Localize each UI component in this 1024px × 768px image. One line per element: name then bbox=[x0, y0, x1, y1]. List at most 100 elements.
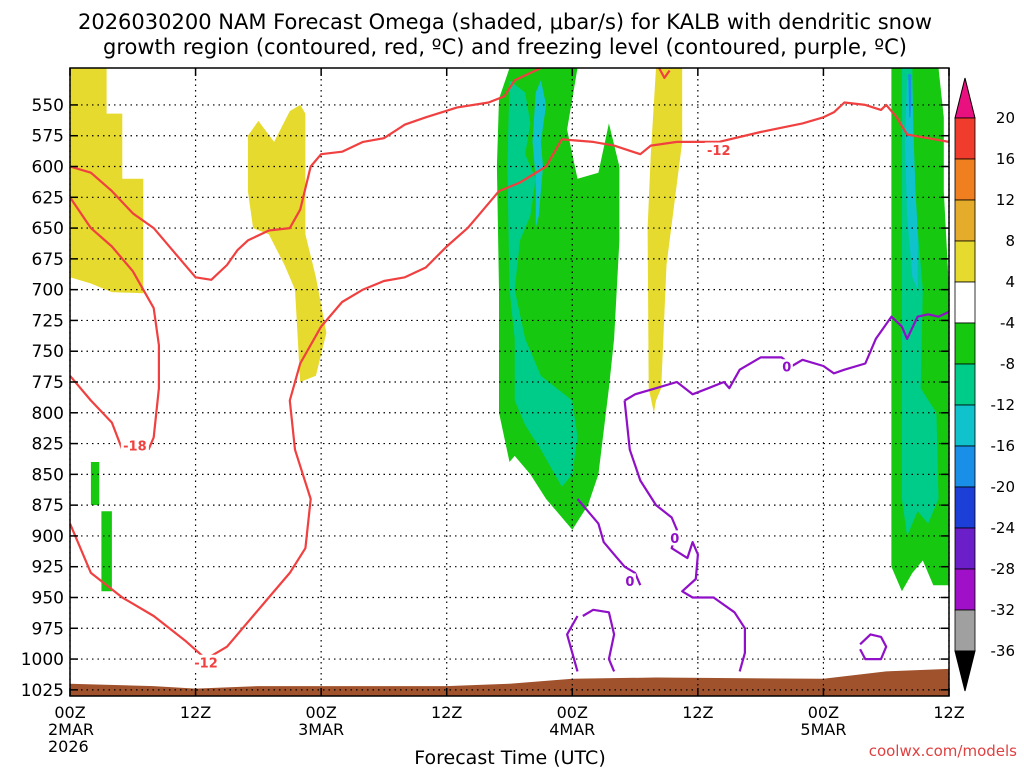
colorbar-label: -8 bbox=[1000, 355, 1015, 373]
colorbar-label: 8 bbox=[1005, 232, 1015, 250]
freezing-contour-3 bbox=[582, 608, 616, 672]
dgz-contour-4 bbox=[658, 68, 671, 80]
contour-label: 0 bbox=[782, 361, 791, 376]
contour-label: -12 bbox=[707, 144, 731, 159]
chart-title-line-2: growth region (contoured, red, ºC) and f… bbox=[103, 35, 907, 59]
y-tick-label: 800 bbox=[32, 404, 64, 424]
colorbar-label: -32 bbox=[991, 601, 1016, 619]
y-tick-label: 1025 bbox=[21, 681, 64, 701]
freezing-contour-5 bbox=[859, 633, 888, 661]
y-tick-label: 775 bbox=[32, 373, 64, 393]
x-tick-label: 12Z bbox=[682, 703, 713, 722]
omega-region-9 bbox=[905, 80, 918, 290]
y-axis: 550 575 600 625 650 675 700 725 750 775 800 825 850 8… bbox=[21, 96, 949, 701]
y-tick-label: 900 bbox=[32, 527, 64, 547]
omega-region-2 bbox=[647, 68, 683, 413]
colorbar-swatch bbox=[954, 117, 976, 160]
colorbar-swatch bbox=[954, 158, 976, 201]
colorbar-swatch bbox=[954, 568, 976, 611]
y-tick-label: 625 bbox=[32, 188, 64, 208]
ground-layer bbox=[70, 668, 949, 696]
x-tick-label: 3MAR bbox=[298, 720, 344, 739]
contour-labels: -18 -12 -12 0 0 0 bbox=[120, 142, 793, 671]
colorbar-swatch bbox=[954, 609, 976, 652]
colorbar-label: 12 bbox=[996, 191, 1015, 209]
omega-region-12 bbox=[101, 511, 112, 592]
y-tick-label: 750 bbox=[32, 342, 64, 362]
colorbar-label: -28 bbox=[991, 560, 1016, 578]
contour-label-bg bbox=[192, 654, 221, 670]
colorbar-label: -36 bbox=[991, 642, 1016, 660]
x-tick-label: 00Z bbox=[808, 703, 839, 722]
y-tick-label: 600 bbox=[32, 158, 64, 178]
x-tick-label: 12Z bbox=[180, 703, 211, 722]
x-tick-label: 00Z bbox=[54, 703, 85, 722]
contour-layer bbox=[70, 68, 949, 672]
colorbar-swatch bbox=[954, 240, 976, 283]
freezing-contour-1 bbox=[623, 400, 747, 672]
colorbar-swatch bbox=[954, 322, 976, 365]
x-tick-label: 5MAR bbox=[800, 720, 846, 739]
colorbar-swatch bbox=[954, 445, 976, 488]
y-tick-label: 725 bbox=[32, 311, 64, 331]
colorbar-swatch bbox=[954, 527, 976, 570]
contour-label: -12 bbox=[194, 656, 218, 671]
y-tick-label: 700 bbox=[32, 281, 64, 301]
source-credit: coolwx.com/models bbox=[869, 742, 1017, 760]
dgz-contour-1 bbox=[70, 196, 160, 451]
x-tick-label: 00Z bbox=[557, 703, 588, 722]
colorbar-label: 20 bbox=[996, 109, 1015, 127]
y-tick-label: 550 bbox=[32, 96, 64, 116]
y-tick-label: 925 bbox=[32, 558, 64, 578]
dgz-contour-0 bbox=[70, 68, 542, 281]
colorbar-label: -20 bbox=[991, 478, 1016, 496]
dgz-contour-3 bbox=[70, 101, 949, 661]
colorbar: 20 16 12 8 4 -4 -8 -12 -16 -20 -24 -28 -32 -36 bbox=[954, 77, 1016, 692]
omega-region-1 bbox=[247, 104, 327, 383]
colorbar-swatch bbox=[954, 486, 976, 529]
y-tick-label: 975 bbox=[32, 619, 64, 639]
colorbar-swatch bbox=[954, 199, 976, 242]
omega-region-4 bbox=[507, 80, 578, 487]
ground-fill bbox=[70, 668, 949, 696]
colorbar-swatch bbox=[954, 281, 976, 324]
colorbar-label: -12 bbox=[991, 396, 1016, 414]
contour-label-bg bbox=[704, 142, 733, 158]
omega-region-6 bbox=[537, 92, 544, 136]
omega-region-0 bbox=[70, 68, 144, 294]
colorbar-label: -4 bbox=[1000, 314, 1015, 332]
colorbar-label: 16 bbox=[996, 150, 1015, 168]
contour-label: 0 bbox=[670, 532, 679, 547]
contour-label: 0 bbox=[625, 575, 634, 590]
chart-title: 2026030200 NAM Forecast Omega (shaded, μ… bbox=[78, 10, 932, 59]
y-tick-label: 875 bbox=[32, 496, 64, 516]
omega-shading-layer bbox=[70, 68, 949, 592]
contour-label-bg bbox=[623, 573, 636, 589]
colorbar-label: -24 bbox=[991, 519, 1016, 537]
contour-label-bg bbox=[780, 359, 793, 375]
y-tick-label: 1000 bbox=[21, 650, 64, 670]
contour-label-bg bbox=[120, 438, 149, 454]
colorbar-label: 4 bbox=[1005, 273, 1015, 291]
x-tick-label: 12Z bbox=[933, 703, 964, 722]
freezing-contour-4 bbox=[565, 615, 579, 672]
freezing-contour-2 bbox=[576, 498, 642, 586]
x-tick-label: 2MAR bbox=[48, 720, 94, 739]
contour-label: -18 bbox=[123, 440, 147, 455]
colorbar-bottom-arrow bbox=[954, 650, 976, 692]
freezing-contour-0 bbox=[624, 310, 949, 402]
y-tick-label: 650 bbox=[32, 219, 64, 239]
chart-title-line-1: 2026030200 NAM Forecast Omega (shaded, μ… bbox=[78, 10, 932, 34]
x-tick-label: 4MAR bbox=[549, 720, 595, 739]
y-tick-label: 950 bbox=[32, 588, 64, 608]
omega-region-11 bbox=[90, 462, 100, 506]
colorbar-top-arrow bbox=[954, 77, 976, 119]
y-tick-label: 850 bbox=[32, 465, 64, 485]
x-tick-label: 2026 bbox=[48, 737, 89, 756]
omega-region-10 bbox=[908, 74, 912, 118]
y-tick-label: 675 bbox=[32, 250, 64, 270]
colorbar-label: -16 bbox=[991, 437, 1016, 455]
y-tick-label: 575 bbox=[32, 127, 64, 147]
